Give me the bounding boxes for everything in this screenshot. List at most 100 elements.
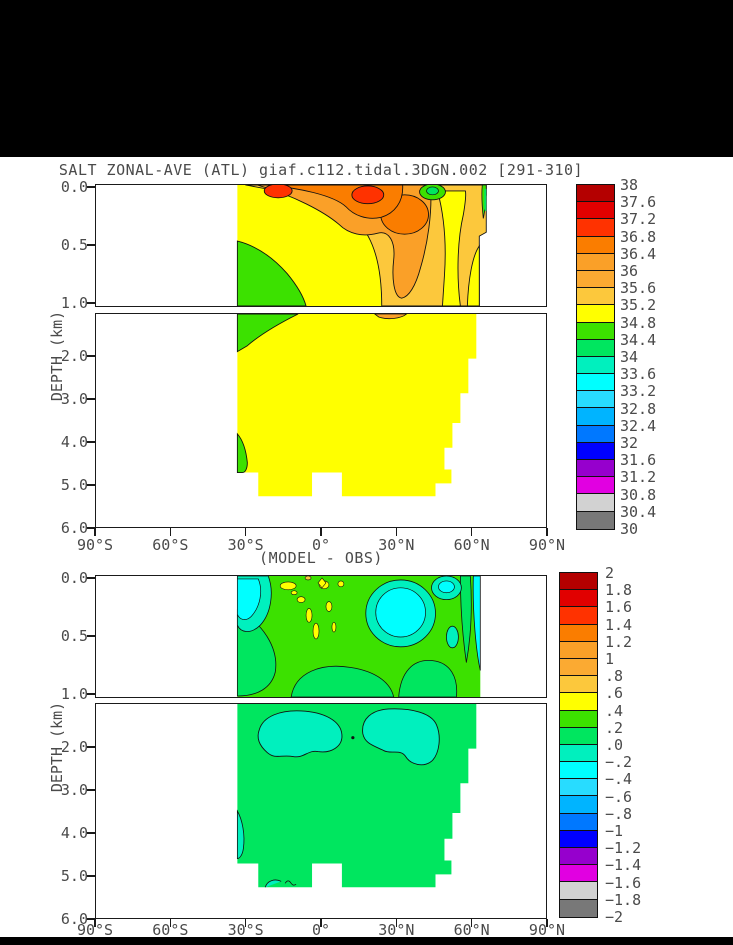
colorbar-cell	[577, 477, 614, 495]
colorbar-label: 37.2	[620, 210, 657, 229]
colorbar-cell	[560, 573, 597, 591]
x-tick-mark	[546, 919, 548, 927]
y-tick-label: 4.0	[60, 433, 88, 451]
colorbar-label: .6	[605, 684, 624, 703]
orange-sliver-top	[374, 314, 408, 320]
y-tick-mark	[87, 577, 95, 579]
colorbar-cell	[577, 391, 614, 409]
fresh-edge-sliver-core	[484, 188, 487, 212]
colorbar-label: 31.2	[620, 468, 657, 487]
yellow-right-bottom	[466, 244, 480, 306]
colorbar-cell	[577, 356, 614, 375]
colorbar-cell	[577, 442, 614, 460]
neg-blob-30N-core	[375, 587, 426, 638]
green-strip-south-deep	[236, 432, 248, 473]
y-tick-mark	[87, 527, 95, 529]
y-tick-label: 0.0	[60, 178, 88, 196]
x-tick-mark	[470, 528, 473, 536]
salinity-max-south	[263, 185, 293, 199]
deep-neg-blob-south	[257, 710, 343, 758]
diff-spring-strip-right	[459, 576, 472, 663]
colorbar-label: 33.6	[620, 365, 657, 384]
x-tick-mark	[320, 919, 322, 927]
colorbar-label: −.2	[605, 753, 633, 772]
pos-yellow-specks	[279, 577, 345, 640]
colorbar-cell	[560, 658, 597, 677]
colorbar-cell	[577, 322, 614, 340]
y-tick-label: 1.0	[60, 685, 88, 703]
top-black-band	[0, 0, 733, 157]
x-tick-mark	[546, 528, 548, 536]
x-tick-label: 60°N	[453, 536, 490, 554]
y-tick-mark	[87, 918, 95, 920]
y-tick-label: 0.0	[60, 569, 88, 587]
colorbar-label: 1.2	[605, 632, 633, 651]
colorbar-label: 1.8	[605, 581, 633, 600]
contour-dot	[351, 736, 355, 740]
y-tick-label: 6.0	[60, 910, 88, 928]
neg-blob-58N-core	[438, 580, 455, 594]
y-tick-label: 1.0	[60, 294, 88, 312]
y-tick-mark	[87, 635, 95, 637]
colorbar-cell	[560, 813, 597, 831]
colorbar-label: 34	[620, 348, 639, 366]
bottom-squiggle	[284, 880, 297, 886]
colorbar-cell	[560, 762, 597, 780]
colorbar-label: 35.6	[620, 279, 657, 298]
y-tick-label: 0.5	[60, 236, 88, 254]
x-tick-label: 90°N	[528, 536, 566, 554]
colorbar-cell	[560, 676, 597, 694]
panel2-upper-box	[95, 575, 547, 698]
colorbar-label: .4	[605, 701, 624, 720]
colorbar-label: 30.8	[620, 485, 657, 504]
colorbar-cell	[560, 796, 597, 814]
y-tick-label: 0.5	[60, 627, 88, 645]
diff-spring-bottom-center	[290, 665, 395, 697]
colorbar-label: −1.6	[605, 873, 642, 892]
colorbar-label: 34.8	[620, 313, 657, 332]
colorbar-label: 37.6	[620, 193, 657, 212]
x-tick-mark	[244, 919, 247, 927]
y-tick-label: 5.0	[60, 476, 88, 494]
x-tick-mark	[395, 919, 398, 927]
deep-neg-sliver-left	[236, 809, 245, 859]
x-tick-mark	[244, 528, 247, 536]
colorbar-label: −.8	[605, 804, 633, 823]
colorbar	[576, 184, 615, 530]
panel1-lower-contour-plot	[236, 314, 477, 497]
colorbar-label: −1.2	[605, 839, 642, 858]
deep-yellow-region	[237, 314, 477, 497]
y-tick-mark	[87, 441, 95, 443]
x-tick-mark	[94, 528, 96, 536]
x-tick-label: 30°N	[378, 536, 415, 554]
y-tick-mark	[87, 398, 95, 400]
colorbar-label: 30.4	[620, 502, 657, 521]
panel2-title: (MODEL - OBS)	[259, 549, 383, 567]
colorbar	[559, 572, 598, 918]
colorbar-cell	[577, 270, 614, 289]
y-tick-label: 3.0	[60, 390, 88, 408]
colorbar-cell	[560, 882, 597, 900]
green-wedge-south	[236, 314, 299, 353]
y-tick-label: 2.0	[60, 347, 88, 365]
colorbar-cell	[577, 339, 614, 357]
colorbar-label: 35.2	[620, 296, 657, 315]
colorbar-label: 36.8	[620, 227, 657, 246]
y-tick-mark	[87, 186, 95, 188]
colorbar-label: −.6	[605, 787, 633, 806]
colorbar-label: 1	[605, 650, 615, 668]
colorbar-cell	[577, 425, 614, 443]
pos-gold-speck	[304, 576, 312, 581]
y-tick-mark	[87, 302, 95, 304]
colorbar-cell	[560, 830, 597, 848]
y-tick-label: 2.0	[60, 738, 88, 756]
colorbar-label: 32.8	[620, 399, 657, 418]
colorbar-label: 36.4	[620, 244, 657, 263]
colorbar-label: −2	[605, 908, 624, 926]
y-tick-mark	[87, 746, 95, 748]
deep-neg-bottom-marks	[264, 879, 282, 888]
colorbar-label: −.4	[605, 770, 633, 789]
colorbar-cell	[560, 590, 597, 608]
colorbar-cell	[577, 236, 614, 254]
